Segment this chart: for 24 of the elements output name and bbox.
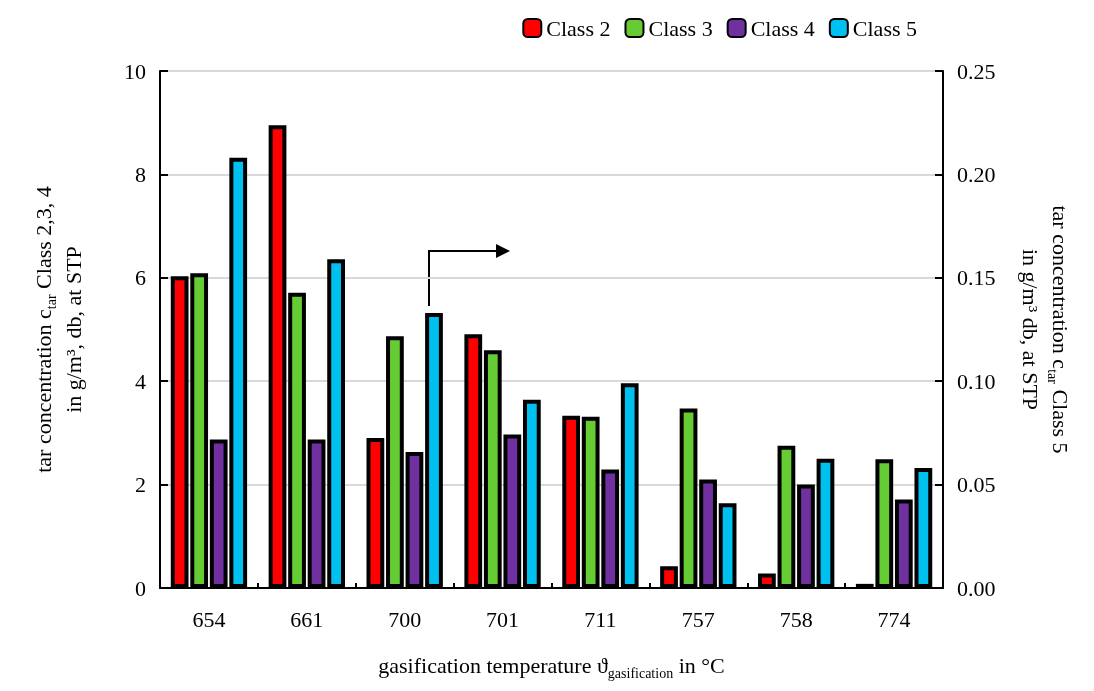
x-tick-label: 661 bbox=[290, 606, 324, 632]
x-tick-label: 701 bbox=[486, 606, 520, 632]
legend-label: Class 3 bbox=[648, 15, 713, 41]
x-tick-label: 757 bbox=[681, 606, 715, 632]
y-tick-label: 6 bbox=[135, 265, 146, 291]
legend-label: Class 2 bbox=[546, 15, 611, 41]
y2-tick-label: 0.15 bbox=[957, 265, 996, 291]
y-tick-label: 4 bbox=[135, 368, 146, 394]
x-tick-label: 654 bbox=[192, 606, 226, 632]
x-tick-label: 700 bbox=[388, 606, 422, 632]
y-tick-label: 2 bbox=[135, 472, 146, 498]
y2-tick-label: 0.10 bbox=[957, 368, 996, 394]
y-tick-label: 8 bbox=[135, 161, 146, 187]
x-tick-label: 758 bbox=[779, 606, 813, 632]
y2-tick-label: 0.25 bbox=[957, 58, 996, 84]
legend-label: Class 5 bbox=[852, 15, 918, 41]
y2-tick-label: 0.20 bbox=[957, 161, 996, 187]
x-tick-label: 774 bbox=[877, 606, 911, 632]
x-tick-label: 711 bbox=[584, 606, 617, 632]
y2-tick-label: 0.05 bbox=[957, 472, 996, 498]
y2-tick-label: 0.00 bbox=[957, 575, 996, 601]
y-tick-label: 10 bbox=[124, 58, 146, 84]
y-tick-label: 0 bbox=[135, 575, 146, 601]
legend-label: Class 4 bbox=[750, 15, 815, 41]
